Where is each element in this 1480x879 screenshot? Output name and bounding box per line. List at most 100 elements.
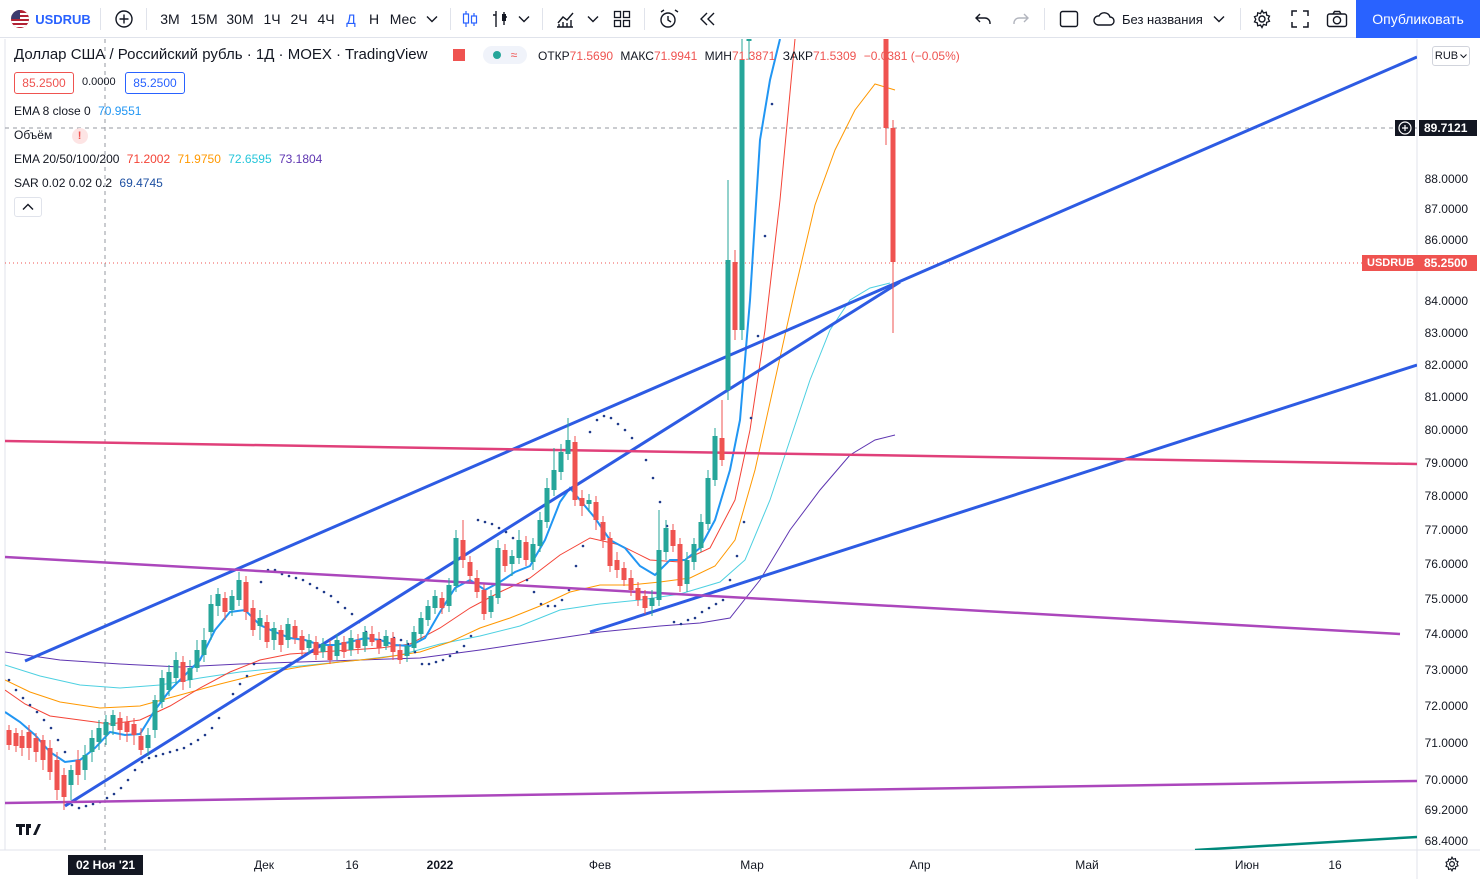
redo-button[interactable] (1008, 0, 1034, 38)
ema200-value: 73.1804 (278, 152, 323, 166)
time-axis-settings-button[interactable] (1444, 856, 1460, 877)
market-status-badge[interactable]: ≈ (483, 46, 527, 64)
cloud-icon (1093, 12, 1115, 26)
buy-price-button[interactable]: 85.2500 (125, 72, 185, 94)
candles-style-button[interactable] (458, 0, 482, 38)
volume-warning-icon[interactable]: ! (71, 128, 88, 144)
candle (152, 695, 158, 738)
sar-dot (539, 602, 543, 606)
candle (544, 478, 550, 528)
price-tick: 80.0000 (1424, 423, 1468, 437)
candle (264, 615, 270, 648)
interval-15m[interactable]: 15М (190, 11, 218, 27)
candle (40, 735, 46, 770)
last-price-tag: 85.2500 (1419, 255, 1477, 271)
candle (530, 538, 536, 570)
candle (453, 530, 459, 592)
sar-dot (182, 746, 186, 750)
channel-middle-line (589, 363, 1417, 634)
ema8-legend[interactable]: EMA 8 close 0 70.9551 (14, 104, 141, 118)
candle (271, 622, 277, 650)
templates-button[interactable] (610, 0, 634, 38)
candle (523, 536, 529, 566)
interval-3m[interactable]: 3М (160, 11, 180, 27)
publish-button[interactable]: Опубликовать (1356, 0, 1480, 38)
high-label: МАКС (620, 49, 654, 63)
sar-dot (196, 738, 200, 742)
sar-dot (434, 660, 438, 664)
ema20-value: 71.2002 (126, 152, 171, 166)
sar-dot (175, 748, 179, 752)
candle (705, 470, 711, 530)
legend-title[interactable]: Доллар США / Российский рубль · 1Д · MOE… (14, 46, 428, 63)
candle (54, 752, 60, 800)
interval-30m[interactable]: 30М (226, 11, 254, 27)
sar-dot (574, 564, 578, 568)
candle (215, 588, 221, 616)
interval-1mo[interactable]: Мес (389, 11, 417, 27)
collapse-legend-button[interactable] (14, 197, 42, 217)
candle (257, 610, 263, 640)
candle (243, 576, 249, 620)
sar-dot (483, 520, 487, 524)
interval-2h[interactable]: 2Ч (290, 11, 308, 27)
candle (607, 532, 613, 572)
sar-dot (112, 792, 116, 796)
sar-dot (259, 580, 263, 584)
sar-dot (448, 654, 452, 658)
sar-dots (7, 102, 774, 810)
candle (313, 636, 319, 660)
compare-add-button[interactable] (110, 0, 138, 38)
sar-dot (308, 582, 312, 586)
fullscreen-select-button[interactable] (1056, 0, 1082, 38)
sar-legend[interactable]: SAR 0.02 0.02 0.2 69.4745 (14, 176, 163, 190)
layout-name-button[interactable]: Без названия (1092, 0, 1232, 38)
interval-1w[interactable]: Н (368, 11, 380, 27)
sar-dot (28, 703, 32, 707)
candle (425, 600, 431, 626)
candle (250, 600, 256, 636)
replay-button[interactable] (694, 0, 720, 38)
tradingview-logo-icon (16, 824, 41, 835)
purple-lower-line (5, 779, 1417, 805)
interval-4h[interactable]: 4Ч (317, 11, 335, 27)
flag-icon[interactable] (453, 49, 465, 61)
indicators-dropdown-button[interactable] (584, 0, 602, 38)
volume-legend[interactable]: Объём ! (14, 128, 88, 144)
sar-dot (602, 414, 606, 418)
sell-price-button[interactable]: 85.2500 (14, 72, 74, 94)
ema-ribbon-legend[interactable]: EMA 20/50/100/200 71.2002 71.9750 72.659… (14, 152, 322, 166)
chart-style-dropdown-button[interactable] (515, 0, 533, 38)
sar-dot (490, 522, 494, 526)
sar-dot (476, 518, 480, 522)
crosshair-add-button[interactable] (1395, 120, 1415, 136)
fullscreen-button[interactable] (1286, 0, 1314, 38)
settings-button[interactable] (1248, 0, 1276, 38)
candle (677, 538, 683, 592)
bars-style-button[interactable] (488, 0, 512, 38)
candles-layer (6, 39, 896, 810)
symbol-search-button[interactable]: USDRUB (10, 0, 92, 38)
sar-dot (238, 682, 242, 686)
interval-dropdown-button[interactable] (423, 0, 441, 38)
sar-dot (21, 696, 25, 700)
alarm-clock-plus-icon (660, 9, 679, 28)
time-tick: Дек (253, 858, 275, 872)
sar-dot (343, 606, 347, 610)
candle (75, 750, 81, 785)
currency-select[interactable]: RUB (1432, 46, 1470, 66)
time-tick: 16 (345, 858, 359, 872)
interval-1d-active[interactable]: Д (346, 11, 356, 27)
candle (110, 710, 116, 735)
candle (124, 716, 130, 742)
sar-dot (91, 802, 95, 806)
interval-1h[interactable]: 1Ч (263, 11, 281, 27)
undo-button[interactable] (970, 0, 996, 38)
candle (509, 550, 515, 576)
snapshot-button[interactable] (1322, 0, 1352, 38)
sar-dot (672, 620, 676, 624)
price-tick: 88.0000 (1424, 172, 1468, 186)
indicators-button[interactable] (552, 0, 578, 38)
alert-button[interactable] (655, 0, 683, 38)
